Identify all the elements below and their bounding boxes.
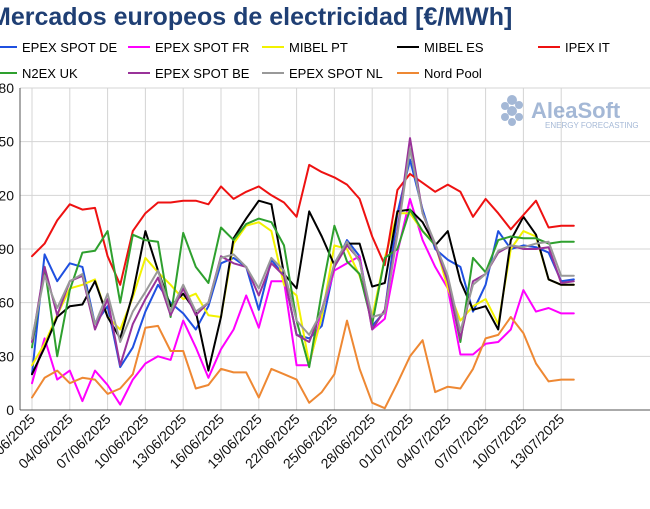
- legend-label-7: EPEX SPOT NL: [289, 66, 383, 81]
- y-tick-label-120: 120: [0, 187, 14, 203]
- watermark-logo-dot: [515, 113, 523, 121]
- legend-label-4: IPEX IT: [565, 40, 610, 55]
- series-line-8: [31, 316, 575, 410]
- legend-label-8: Nord Pool: [424, 66, 482, 81]
- watermark-tagline: ENERGY FORECASTING: [545, 121, 639, 130]
- series-line-3: [31, 199, 575, 376]
- series-line-5: [31, 208, 575, 369]
- series-line-1: [31, 197, 575, 406]
- watermark-logo-dot: [515, 101, 523, 109]
- y-tick-label-90: 90: [0, 241, 14, 257]
- legend-label-6: EPEX SPOT BE: [155, 66, 250, 81]
- watermark-logo-dot: [507, 95, 517, 105]
- series-line-7: [31, 147, 575, 343]
- chart-title: Mercados europeos de electricidad [€/MWh…: [0, 3, 513, 31]
- grid-lines: [20, 87, 650, 411]
- series-line-4: [31, 163, 575, 286]
- series-lines: [31, 137, 575, 410]
- legend-label-1: EPEX SPOT FR: [155, 40, 249, 55]
- legend: EPEX SPOT DE EPEX SPOT FR MIBEL PT MIBEL ES…: [0, 40, 610, 81]
- legend-label-3: MIBEL ES: [424, 40, 484, 55]
- watermark-logo-dot: [508, 118, 516, 126]
- y-tick-label-180: 180: [0, 80, 14, 96]
- y-tick-label-150: 150: [0, 134, 14, 150]
- series-line-0: [31, 158, 575, 376]
- watermark-name: AleaSoft: [531, 98, 621, 123]
- legend-label-2: MIBEL PT: [289, 40, 348, 55]
- watermark-logo-dot: [501, 113, 509, 121]
- legend-label-5: N2EX UK: [22, 66, 78, 81]
- watermark-logo-dot: [501, 102, 509, 110]
- y-tick-label-30: 30: [0, 348, 14, 364]
- watermark-logo-dot: [507, 106, 517, 116]
- legend-label-0: EPEX SPOT DE: [22, 40, 117, 55]
- y-tick-label-60: 60: [0, 295, 14, 311]
- series-line-2: [31, 212, 575, 367]
- y-tick-label-0: 0: [6, 402, 14, 418]
